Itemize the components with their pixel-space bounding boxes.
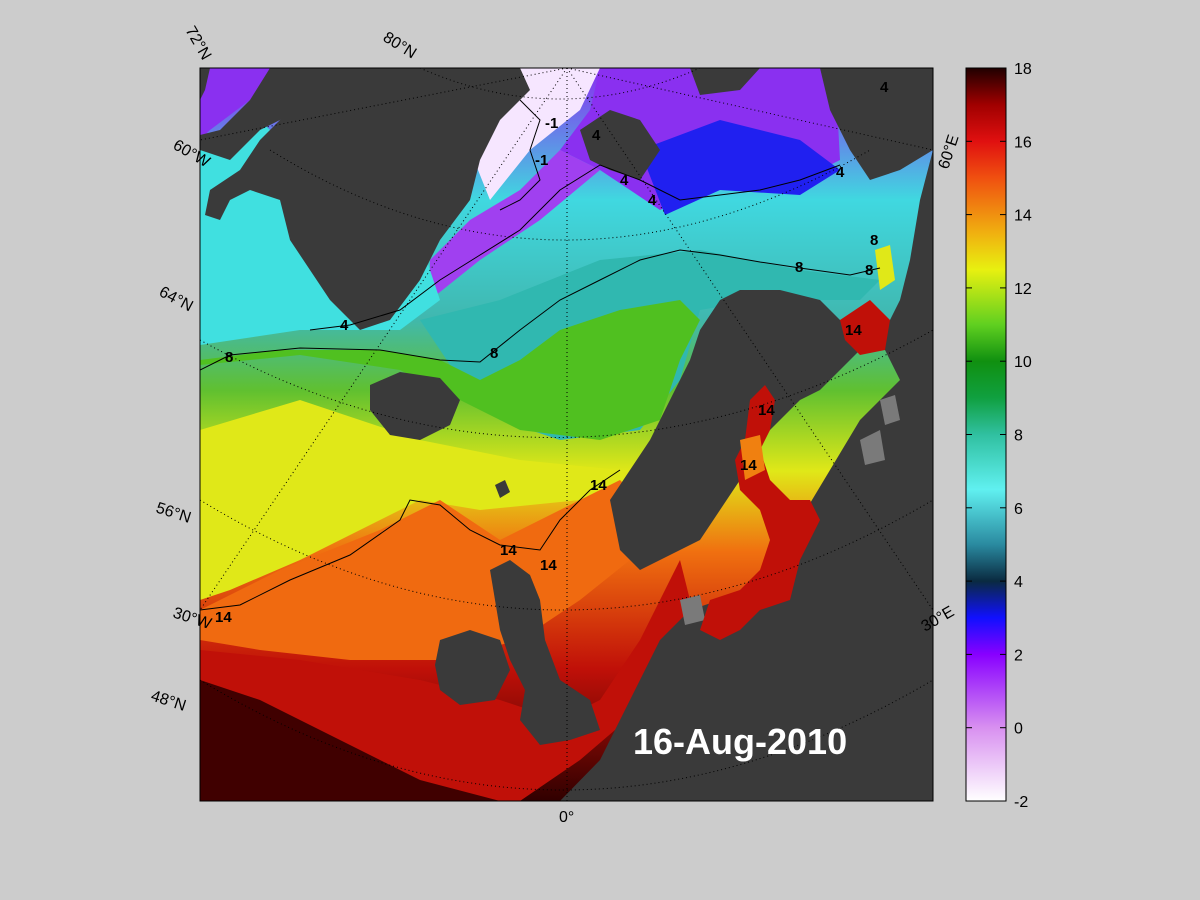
land-iceland [370,372,460,440]
contour-label-14: 14 [500,542,517,559]
contour-minus1 [499,99,541,211]
parallel-label-64n: 64°N [156,284,196,316]
graticule [200,68,933,801]
colorbar-tick-label: 10 [1014,354,1032,371]
sst-zone-blue [640,120,840,215]
contour-label-4: 4 [340,317,349,334]
sst-zone-darkred [200,680,500,801]
land-scotland [490,560,600,745]
colorbar: 18 16 14 12 10 8 6 4 2 0 -2 [965,61,1032,811]
land-novaya-zemlya [820,68,933,180]
contour-14 [200,469,621,611]
land-greenland [205,68,530,330]
lake-onega [880,395,900,425]
sea-gulf-bothnia-warm [740,435,765,480]
contour-label-8: 8 [870,232,878,249]
contour-label-8: 8 [225,349,233,366]
colorbar-fill [966,68,1006,801]
colorbar-tick-label: 6 [1014,501,1023,518]
parallel-48 [200,679,933,791]
parallel-label-48n: 48°N [149,688,188,715]
land-continent [560,540,933,801]
lake-vanern [680,595,705,625]
sst-zone-purple-greenland [430,150,600,300]
lakes-layer [680,395,900,625]
contour-label-8: 8 [865,262,873,279]
contour-labels: 14 14 14 14 14 14 14 8 8 8 8 8 4 4 4 4 4… [215,79,889,626]
colorbar-tick-label: 16 [1014,134,1032,151]
map-panel: 14 14 14 14 14 14 14 8 8 8 8 8 4 4 4 4 4… [200,68,933,801]
meridian-label-60e: 60°E [936,133,963,171]
parallel-56 [200,499,933,611]
contour-label-14: 14 [215,609,232,626]
sst-zone-purple-west [200,68,270,140]
contour-label-14: 14 [758,402,775,419]
contour-label-4: 4 [648,192,657,209]
contour-label-14: 14 [590,477,607,494]
colorbar-tick-label: 2 [1014,647,1023,664]
parallel-label-56n: 56°N [154,500,193,527]
land-canada-arctic [200,68,210,100]
contour-lines [200,99,881,611]
sst-zone-green [200,300,700,440]
colorbar-tick-label: 4 [1014,574,1023,591]
contour-label-14: 14 [845,322,862,339]
colorbar-tick-label: -2 [1014,794,1028,811]
colorbar-ticks: 18 16 14 12 10 8 6 4 2 0 -2 [966,61,1032,811]
colorbar-tick-label: 18 [1014,61,1032,78]
parallel-label-72n: 72°N [182,24,215,63]
sea-baltic [700,385,820,640]
sea-white-sea [840,300,890,355]
colorbar-tick-label: 8 [1014,428,1023,445]
parallel-80 [419,68,701,100]
meridian-label-0: 0° [559,809,574,826]
date-label: 16-Aug-2010 [633,721,847,762]
sst-zone-yellow [200,400,640,600]
meridian-60e [566,68,933,151]
land-ireland [435,630,510,705]
land-layer [200,68,933,801]
contour-label-minus1: -1 [535,152,548,169]
contour-label-4: 4 [836,164,845,181]
parallel-label-80n: 80°N [380,29,419,62]
map-frame [199,67,934,802]
contour-4 [309,164,841,331]
colorbar-tick-label: 0 [1014,721,1023,738]
colorbar-tick-label: 14 [1014,208,1032,225]
parallel-72 [269,149,871,241]
contour-label-4: 4 [592,127,601,144]
lake-ladoga [860,430,885,465]
land-franz-josef [690,68,760,95]
parallel-64 [200,329,933,439]
contour-label-8: 8 [490,345,498,362]
contour-8 [200,249,881,371]
contour-label-14: 14 [740,457,757,474]
colorbar-tick-label: 12 [1014,281,1032,298]
land-faroe [495,480,510,498]
land-svalbard [580,110,660,180]
contour-label-4: 4 [620,172,629,189]
sea-white-sea-yellow [875,245,895,290]
contour-label-minus1: -1 [545,115,558,132]
contour-label-14: 14 [540,557,557,574]
contour-label-4: 4 [880,79,889,96]
contour-label-8: 8 [795,259,803,276]
